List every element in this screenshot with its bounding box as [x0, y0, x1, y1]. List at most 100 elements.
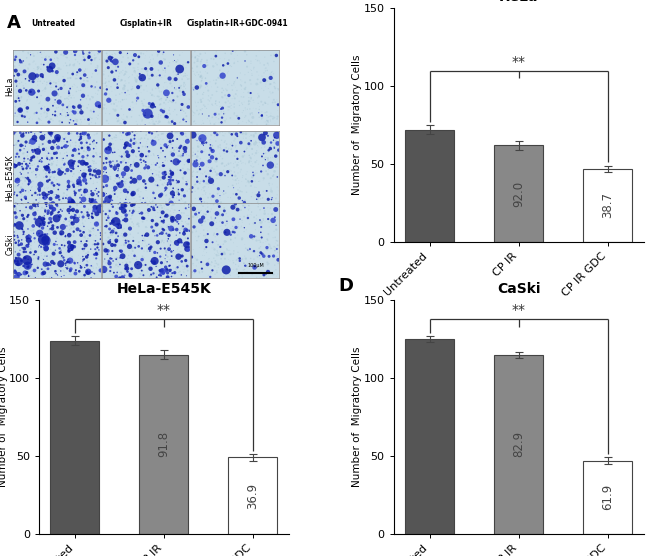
Point	[60, 261, 71, 270]
Point	[159, 238, 169, 247]
Point	[83, 236, 93, 245]
Point	[203, 86, 213, 95]
Point	[108, 157, 118, 166]
Point	[228, 265, 239, 274]
Point	[75, 130, 86, 139]
Point	[42, 80, 52, 89]
Point	[151, 245, 162, 254]
Point	[203, 193, 213, 202]
Point	[12, 225, 23, 234]
Point	[140, 239, 150, 247]
Point	[44, 77, 55, 86]
Point	[8, 141, 19, 150]
Point	[36, 64, 46, 73]
Point	[91, 148, 101, 157]
Point	[29, 91, 40, 100]
Point	[27, 147, 37, 156]
Point	[133, 65, 143, 74]
Point	[117, 88, 127, 97]
Point	[184, 105, 194, 113]
Point	[179, 81, 189, 90]
Point	[149, 172, 159, 181]
Point	[9, 130, 20, 139]
Point	[20, 259, 30, 267]
Point	[19, 157, 29, 166]
Point	[122, 49, 133, 58]
Point	[267, 172, 278, 181]
Point	[45, 166, 55, 175]
Point	[75, 157, 85, 166]
Point	[194, 243, 205, 252]
Point	[13, 257, 23, 266]
Point	[34, 221, 45, 230]
Point	[135, 209, 145, 218]
Point	[98, 167, 109, 176]
Point	[64, 180, 74, 188]
Point	[32, 191, 43, 200]
Point	[233, 178, 244, 187]
Point	[8, 170, 18, 178]
Point	[11, 202, 21, 211]
Point	[45, 200, 55, 208]
Point	[109, 144, 120, 153]
Point	[218, 187, 229, 196]
Point	[104, 131, 114, 140]
Point	[201, 140, 211, 149]
Point	[36, 251, 47, 260]
Point	[196, 57, 206, 66]
Point	[18, 200, 29, 209]
Point	[262, 77, 272, 86]
Point	[200, 167, 210, 176]
Point	[69, 223, 79, 232]
Point	[153, 202, 164, 211]
Point	[197, 110, 207, 118]
Point	[254, 200, 264, 208]
Point	[193, 166, 203, 175]
Point	[16, 95, 26, 103]
Point	[88, 250, 99, 259]
Point	[62, 248, 72, 257]
Point	[57, 232, 67, 241]
Point	[75, 118, 85, 127]
Point	[264, 93, 274, 102]
Point	[133, 143, 144, 152]
Point	[62, 199, 72, 208]
Point	[44, 166, 55, 175]
Point	[229, 92, 239, 101]
Point	[142, 137, 152, 146]
Point	[112, 80, 122, 88]
Point	[49, 140, 60, 149]
Point	[205, 120, 216, 128]
Point	[88, 210, 99, 219]
Point	[111, 171, 122, 180]
Point	[216, 88, 227, 97]
Point	[116, 131, 127, 140]
Point	[16, 196, 27, 205]
Point	[43, 183, 53, 192]
Point	[163, 115, 174, 123]
Point	[108, 256, 118, 265]
Point	[98, 84, 108, 93]
Point	[41, 199, 51, 208]
Point	[12, 82, 23, 91]
Point	[64, 128, 74, 137]
Point	[53, 96, 64, 105]
Point	[252, 156, 262, 165]
Point	[76, 181, 86, 190]
Point	[233, 205, 244, 214]
Point	[65, 91, 75, 100]
Point	[145, 247, 155, 256]
Point	[180, 168, 190, 177]
Point	[22, 148, 32, 157]
Point	[93, 191, 103, 200]
Point	[16, 59, 27, 68]
Point	[153, 201, 164, 210]
Point	[54, 195, 64, 204]
Point	[210, 80, 220, 88]
Point	[271, 136, 281, 145]
Point	[48, 147, 58, 156]
Point	[34, 253, 44, 262]
Point	[79, 185, 90, 193]
Point	[254, 251, 265, 260]
Point	[220, 221, 231, 230]
